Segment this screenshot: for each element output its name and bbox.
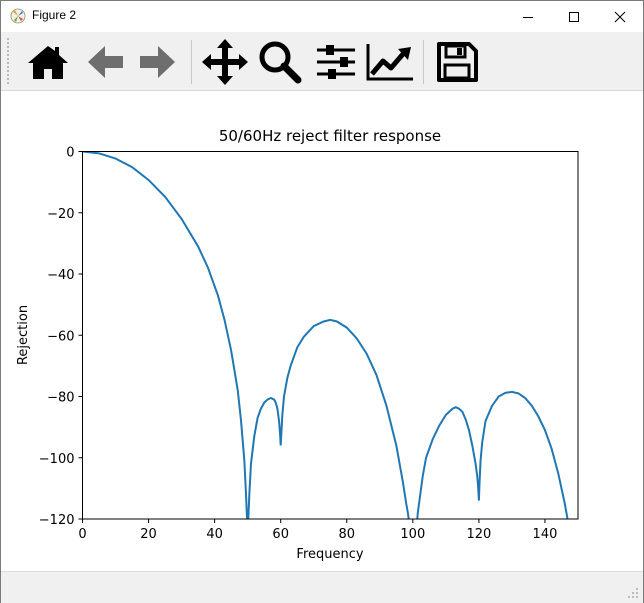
matplotlib-app-icon	[10, 8, 26, 24]
close-icon	[614, 11, 626, 22]
y-tick-label: −20	[47, 207, 74, 222]
save-floppy-icon	[437, 42, 478, 82]
toolbar-grip[interactable]	[7, 38, 12, 84]
y-tick-label: −40	[47, 268, 74, 283]
y-tick-label: −120	[39, 513, 75, 528]
home-icon	[28, 46, 68, 79]
title-bar: Figure 2	[1, 1, 643, 32]
pan-move-icon	[202, 39, 248, 85]
y-tick-label: 0	[66, 146, 74, 161]
minimize-button[interactable]	[505, 1, 551, 32]
back-button[interactable]	[80, 36, 130, 88]
x-tick-label: 100	[400, 527, 425, 542]
toolbar-separator	[191, 40, 192, 84]
x-tick-label: 80	[338, 527, 355, 542]
y-tick-label: −80	[47, 391, 74, 406]
maximize-button[interactable]	[551, 1, 597, 32]
home-button[interactable]	[23, 36, 73, 88]
y-tick-label: −60	[47, 329, 74, 344]
y-axis-label: Rejection	[16, 305, 31, 365]
back-arrow-icon	[88, 46, 123, 78]
x-tick-label: 140	[533, 527, 558, 542]
x-tick-label: 40	[206, 527, 223, 542]
configure-subplots-icon	[317, 45, 355, 79]
close-button[interactable]	[597, 1, 643, 32]
figure-canvas[interactable]: 50/60Hz reject filter response 0 20 40 60 80…	[1, 91, 643, 569]
status-bar	[1, 571, 643, 603]
y-tick-label: −100	[39, 452, 75, 467]
plot-figure: 50/60Hz reject filter response 0 20 40 60 80…	[16, 127, 579, 562]
zoom-magnifier-icon	[259, 41, 302, 84]
x-tick-label: 0	[78, 527, 86, 542]
x-axis-label: Frequency	[296, 547, 363, 562]
x-tick-label: 120	[466, 527, 491, 542]
save-button[interactable]	[432, 36, 482, 88]
forward-arrow-icon	[140, 46, 175, 78]
chart-title: 50/60Hz reject filter response	[219, 127, 441, 145]
x-tick-label: 60	[272, 527, 289, 542]
configure-subplots-button[interactable]	[311, 36, 361, 88]
navigation-toolbar	[1, 32, 643, 91]
x-tick-label: 20	[140, 527, 157, 542]
series-line	[82, 151, 569, 519]
maximize-icon	[569, 11, 579, 22]
minimize-icon	[523, 16, 533, 18]
plot-axes-frame	[82, 151, 579, 520]
pan-button[interactable]	[200, 36, 250, 88]
toolbar-separator	[423, 40, 424, 84]
edit-axis-icon	[366, 44, 413, 81]
resize-grip-icon[interactable]	[627, 587, 639, 599]
window-title: Figure 2	[32, 8, 77, 22]
zoom-button[interactable]	[255, 36, 305, 88]
forward-button[interactable]	[133, 36, 183, 88]
edit-axis-button[interactable]	[365, 36, 415, 88]
